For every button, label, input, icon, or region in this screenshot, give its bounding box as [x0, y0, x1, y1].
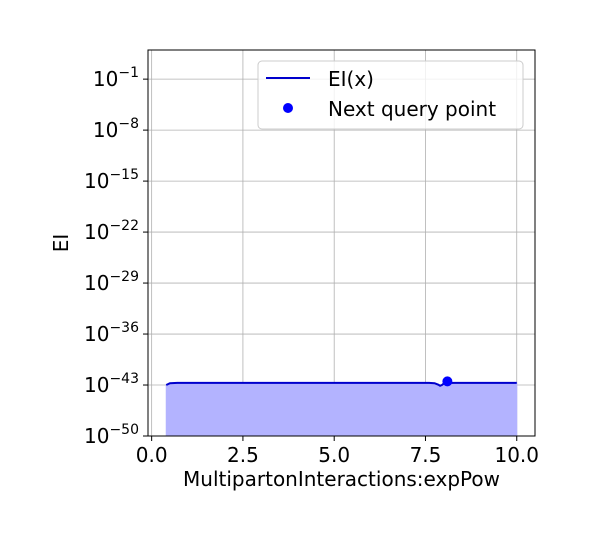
x-tick-label: 7.5: [410, 443, 442, 467]
x-tick-label: 0.0: [136, 443, 168, 467]
x-tick-label: 10.0: [494, 443, 539, 467]
y-tick-label: 10−1: [93, 65, 139, 91]
y-tick-label: 10−50: [84, 422, 139, 448]
y-tick-label: 10−8: [93, 116, 139, 142]
y-axis-label: EI: [49, 234, 73, 253]
ei-fill-area: [165, 382, 518, 437]
legend-label-ei: EI(x): [328, 67, 374, 91]
legend: EI(x) Next query point: [257, 60, 524, 130]
legend-label-next-query: Next query point: [328, 97, 496, 121]
y-tick-label: 10−43: [84, 371, 139, 397]
next-query-point-marker: [442, 376, 453, 387]
y-tick-label: 10−22: [84, 218, 139, 244]
y-tick-label: 10−15: [84, 167, 139, 193]
x-tick-label: 2.5: [227, 443, 259, 467]
y-tick-label: 10−36: [84, 320, 139, 346]
ticks-layer: 0.0 2.5 5.0 7.5 10.0 10−50 10−43 10−36 10−29 10−2…: [84, 65, 539, 467]
legend-box: [257, 60, 524, 130]
plot-frame: [147, 49, 536, 437]
x-axis-label: MultipartonInteractions:expPow: [183, 467, 500, 491]
y-tick-label: 10−29: [84, 269, 139, 295]
legend-dot-swatch: [283, 103, 293, 113]
x-tick-label: 5.0: [318, 443, 350, 467]
